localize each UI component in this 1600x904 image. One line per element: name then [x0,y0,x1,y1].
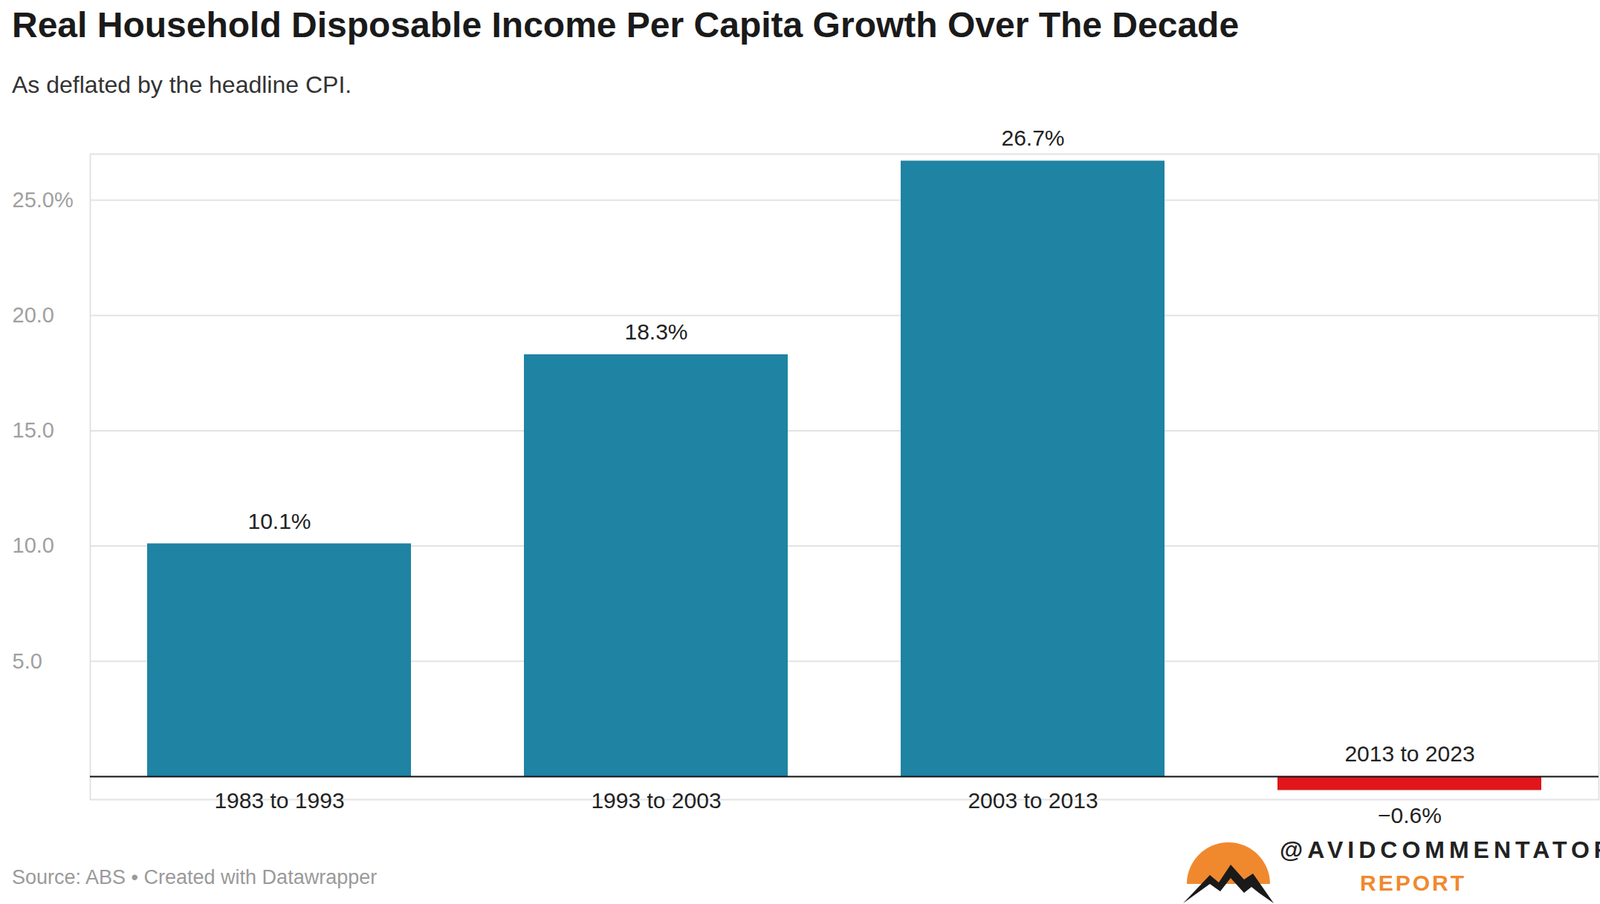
svg-text:−0.6%: −0.6% [1377,803,1442,828]
svg-text:15.0: 15.0 [12,418,55,443]
svg-text:10.0: 10.0 [12,533,55,558]
svg-text:5.0: 5.0 [12,649,43,674]
html-text:Real Household Disposable Inco: Real Household Disposable Income Per Cap… [11,5,1239,45]
svg-text:2013 to 2023: 2013 to 2023 [1344,741,1475,767]
svg-text:18.3%: 18.3% [624,319,688,345]
svg-text:2003 to 2013: 2003 to 2013 [967,788,1098,814]
svg-text:10.1%: 10.1% [247,509,311,534]
svg-text:1983 to 1993: 1983 to 1993 [214,788,345,814]
html-text:REPORT: REPORT [1359,870,1467,896]
svg-text:25.0%: 25.0% [12,188,74,212]
svg-text:1993 to 2003: 1993 to 2003 [590,788,721,814]
html-text:As deflated by the headline CP: As deflated by the headline CPI. [11,71,352,99]
svg-text:20.0: 20.0 [12,303,55,327]
svg-text:26.7%: 26.7% [1001,125,1065,151]
html-text:Source: ABS • Created with Dat: Source: ABS • Created with Datawrapper [11,866,377,889]
